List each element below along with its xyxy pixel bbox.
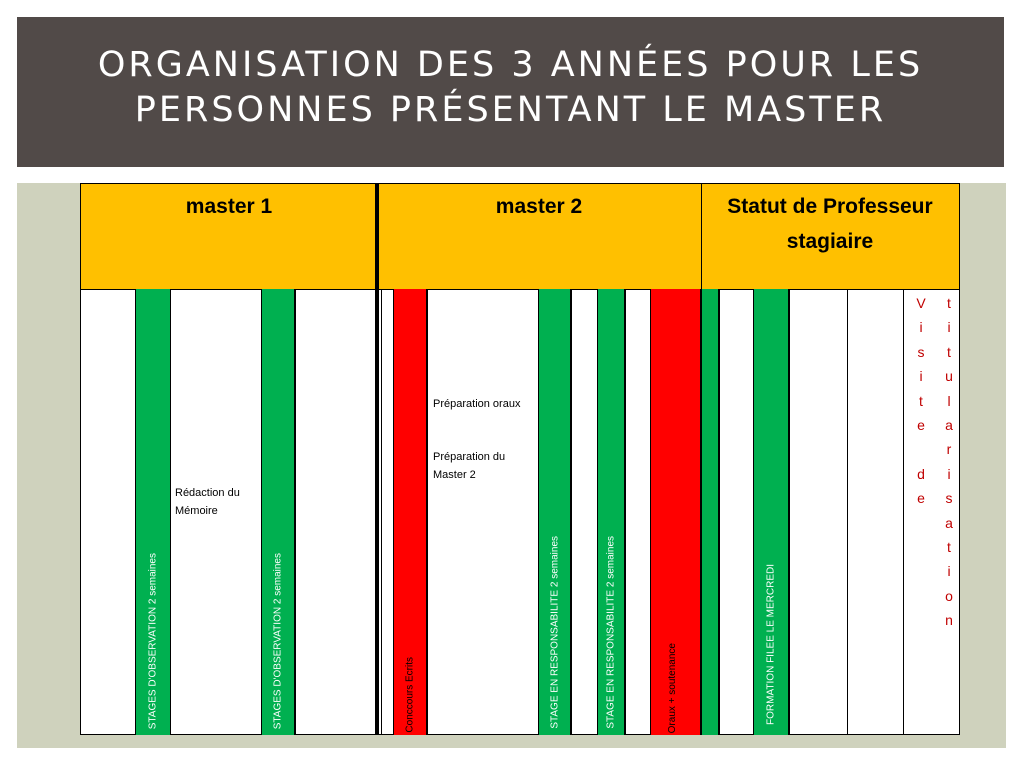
- stage-responsabilite-label-1: STAGE EN RESPONSABILITE 2 semaines: [549, 536, 560, 729]
- concours-ecrits-bar: Conccours Ecrits: [393, 289, 427, 735]
- stage-observation-bar-2: STAGES D'OBSERVATION 2 semaines: [261, 289, 295, 735]
- visite-letter: o: [945, 587, 953, 604]
- visite-letter: t: [947, 343, 951, 360]
- preparation-oraux-note: Préparation oraux: [433, 398, 521, 410]
- header-master-1: master 1: [81, 184, 377, 289]
- visite-letter: r: [946, 441, 952, 458]
- formation-filee-label: FORMATION FILEE LE MERCREDI: [765, 564, 777, 725]
- column-line: [427, 289, 428, 735]
- stage-responsabilite-bar-1: STAGE EN RESPONSABILITE 2 semaines: [538, 289, 571, 735]
- visite-letter: d: [917, 465, 925, 482]
- column-line: [789, 289, 790, 735]
- visite-letter: i: [947, 319, 951, 336]
- column-line: [625, 289, 626, 735]
- header-master-2-label: master 2: [495, 195, 583, 218]
- visite-letter: l: [947, 392, 951, 409]
- visite-letter: i: [947, 465, 951, 482]
- visite-letter: i: [919, 368, 923, 385]
- formation-filee-bar: FORMATION FILEE LE MERCREDI: [753, 289, 789, 735]
- visite-letter: t: [947, 539, 951, 556]
- visite-letter: n: [945, 612, 953, 629]
- stage-observation-label-1: STAGES D'OBSERVATION 2 semaines: [147, 552, 159, 729]
- stagiaire-start-bar: [701, 289, 719, 735]
- oraux-soutenance-label: Oraux + soutenance: [667, 642, 678, 733]
- visite-letter: i: [919, 319, 923, 336]
- visite-letter: u: [945, 368, 953, 385]
- visite-letter: t: [919, 392, 923, 409]
- header-master-2: master 2: [377, 184, 701, 289]
- column-line: [719, 289, 720, 735]
- concours-ecrits-label: Conccours Ecrits: [404, 657, 416, 733]
- schedule-table: master 1 master 2 Statut de Professeur s…: [80, 183, 960, 735]
- column-line: [295, 289, 296, 735]
- oraux-soutenance-bar: Oraux + soutenance: [650, 289, 701, 735]
- preparation-master2-note: Préparation du Master 2: [433, 451, 506, 481]
- visite-letter: a: [945, 514, 953, 531]
- header-divider: [81, 289, 959, 290]
- visite-letter: e: [917, 490, 925, 507]
- title-bar: Organisation des 3 années pour les perso…: [17, 17, 1004, 167]
- header-master-1-label: master 1: [185, 195, 273, 218]
- stage-observation-bar-1: STAGES D'OBSERVATION 2 semaines: [135, 289, 171, 735]
- visite-letter: i: [947, 563, 951, 580]
- visite-letter: s: [945, 490, 953, 507]
- header-professeur-stagiaire: Statut de Professeur stagiaire: [701, 184, 959, 289]
- section-divider-master: [375, 184, 379, 735]
- visite-letter: e: [917, 417, 925, 434]
- stage-responsabilite-label-2: STAGE EN RESPONSABILITE 2 semaines: [605, 536, 617, 729]
- stage-responsabilite-bar-2: STAGE EN RESPONSABILITE 2 semaines: [597, 289, 625, 735]
- header-professeur-stagiaire-label: Statut de Professeur stagiaire: [727, 195, 933, 253]
- redaction-memoire-note: Rédaction du Mémoire: [175, 487, 240, 517]
- column-line: [381, 289, 382, 735]
- visite-letter: a: [945, 417, 953, 434]
- column-line: [847, 289, 848, 735]
- visite-letter: s: [917, 343, 925, 360]
- slide-title: Organisation des 3 années pour les perso…: [97, 45, 924, 130]
- visite-letter: V: [916, 295, 926, 311]
- column-line: [571, 289, 572, 735]
- stage-observation-label-2: STAGES D'OBSERVATION 2 semaines: [272, 552, 284, 729]
- visite-letter: t: [947, 295, 951, 311]
- visite-letter: [915, 437, 927, 461]
- column-line: [903, 289, 904, 735]
